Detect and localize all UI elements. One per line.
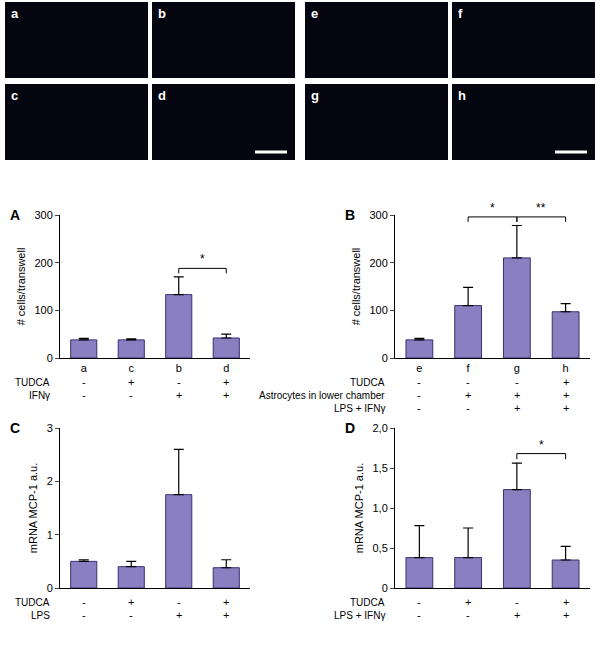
svg-text:3: 3 — [47, 422, 53, 434]
svg-text:+: + — [563, 609, 569, 621]
svg-text:mRNA MCP-1 a.u.: mRNA MCP-1 a.u. — [27, 463, 39, 553]
svg-text:h: h — [458, 88, 466, 103]
svg-text:a: a — [81, 362, 88, 374]
svg-text:1: 1 — [47, 529, 53, 541]
svg-text:d: d — [158, 88, 166, 103]
svg-text:+: + — [563, 389, 569, 401]
svg-text:-: - — [417, 609, 421, 621]
svg-text:+: + — [223, 609, 229, 621]
svg-text:0: 0 — [47, 582, 53, 594]
svg-text:# cells/transwell: # cells/transwell — [15, 248, 27, 326]
svg-text:IFNγ: IFNγ — [29, 390, 50, 401]
svg-text:-: - — [82, 389, 86, 401]
svg-text:d: d — [223, 362, 229, 374]
svg-text:b: b — [176, 362, 182, 374]
svg-text:h: h — [563, 362, 569, 374]
svg-text:-: - — [417, 376, 421, 388]
svg-text:-: - — [82, 596, 86, 608]
svg-text:300: 300 — [369, 209, 387, 221]
svg-text:mRNA MCP-1 a.u.: mRNA MCP-1 a.u. — [353, 463, 365, 553]
svg-text:+: + — [563, 596, 569, 608]
svg-text:TUDCA: TUDCA — [15, 377, 50, 388]
svg-text:200: 200 — [369, 257, 387, 269]
svg-text:2: 2 — [47, 475, 53, 487]
svg-text:-: - — [129, 609, 133, 621]
svg-text:200: 200 — [34, 257, 52, 269]
svg-text:B: B — [345, 207, 355, 223]
svg-text:300: 300 — [34, 209, 52, 221]
svg-text:*: * — [490, 201, 495, 215]
svg-text:100: 100 — [34, 304, 52, 316]
svg-text:+: + — [514, 389, 520, 401]
svg-text:+: + — [563, 376, 569, 388]
svg-text:0: 0 — [382, 352, 388, 364]
svg-text:-: - — [515, 376, 519, 388]
svg-text:+: + — [223, 596, 229, 608]
svg-text:TUDCA: TUDCA — [350, 377, 385, 388]
svg-text:-: - — [177, 376, 181, 388]
svg-text:-: - — [177, 596, 181, 608]
svg-text:a: a — [11, 6, 19, 21]
svg-text:g: g — [514, 362, 520, 374]
svg-text:1,5: 1,5 — [373, 462, 388, 474]
svg-text:LPS + IFNγ: LPS + IFNγ — [334, 403, 385, 414]
svg-text:**: ** — [536, 201, 546, 215]
svg-text:-: - — [82, 609, 86, 621]
svg-text:+: + — [514, 609, 520, 621]
svg-text:# cells/transwell: # cells/transwell — [350, 248, 362, 326]
svg-text:+: + — [563, 402, 569, 414]
svg-text:g: g — [311, 88, 319, 103]
svg-text:+: + — [128, 596, 134, 608]
svg-text:*: * — [539, 438, 544, 452]
svg-text:+: + — [465, 389, 471, 401]
svg-text:-: - — [82, 376, 86, 388]
svg-text:*: * — [200, 252, 205, 266]
svg-text:-: - — [417, 389, 421, 401]
svg-text:f: f — [467, 362, 471, 374]
svg-text:LPS: LPS — [31, 610, 50, 621]
svg-text:-: - — [466, 402, 470, 414]
svg-text:Astrocytes in lower chamber: Astrocytes in lower chamber — [259, 390, 385, 401]
svg-text:-: - — [515, 596, 519, 608]
svg-text:-: - — [417, 402, 421, 414]
svg-text:1,0: 1,0 — [373, 502, 388, 514]
svg-text:+: + — [176, 389, 182, 401]
svg-text:D: D — [345, 420, 355, 436]
svg-text:LPS + IFNγ: LPS + IFNγ — [334, 610, 385, 621]
svg-text:+: + — [223, 376, 229, 388]
svg-text:+: + — [223, 389, 229, 401]
svg-text:TUDCA: TUDCA — [350, 597, 385, 608]
svg-text:f: f — [458, 6, 463, 21]
svg-text:+: + — [176, 609, 182, 621]
svg-text:2,0: 2,0 — [373, 422, 388, 434]
svg-text:0: 0 — [47, 352, 53, 364]
svg-text:100: 100 — [369, 304, 387, 316]
svg-text:+: + — [514, 402, 520, 414]
svg-text:-: - — [466, 376, 470, 388]
svg-text:A: A — [10, 207, 20, 223]
svg-text:c: c — [129, 362, 135, 374]
svg-text:c: c — [11, 88, 18, 103]
svg-text:b: b — [158, 6, 166, 21]
svg-text:0,5: 0,5 — [373, 542, 388, 554]
svg-text:0: 0 — [382, 582, 388, 594]
svg-text:TUDCA: TUDCA — [15, 597, 50, 608]
svg-text:e: e — [311, 6, 318, 21]
svg-text:e: e — [416, 362, 422, 374]
svg-text:-: - — [129, 389, 133, 401]
svg-text:+: + — [465, 596, 471, 608]
svg-text:C: C — [10, 420, 20, 436]
svg-text:+: + — [128, 376, 134, 388]
svg-text:-: - — [417, 596, 421, 608]
svg-text:-: - — [466, 609, 470, 621]
